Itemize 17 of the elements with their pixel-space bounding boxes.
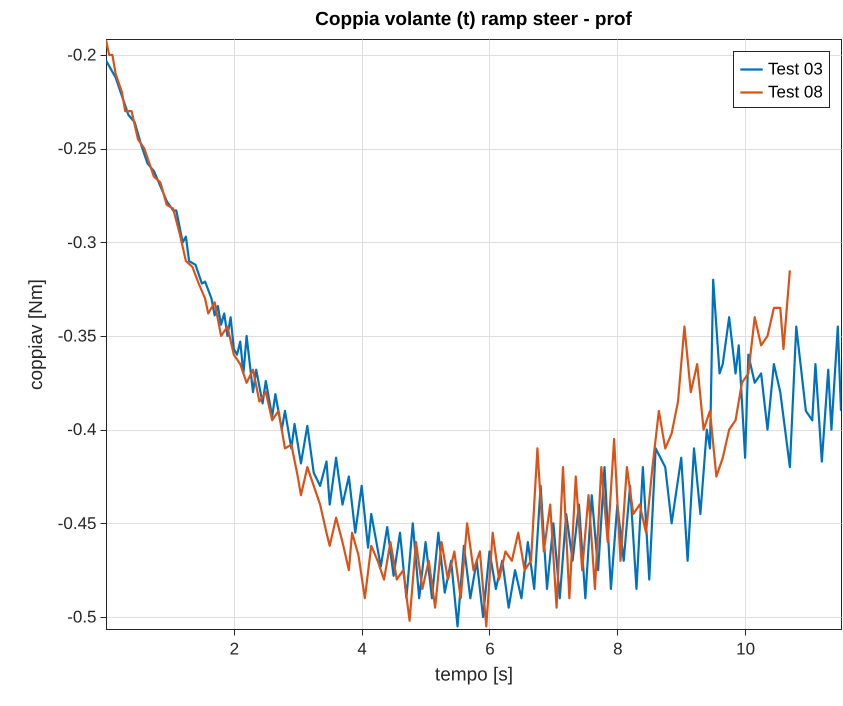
x-tick-label: 8 [613, 640, 623, 658]
y-tick-label: -0.25 [58, 139, 96, 158]
x-tick-label: 10 [736, 640, 756, 658]
x-axis-title: tempo [s] [434, 664, 514, 686]
chart-title: Coppia volante (t) ramp steer - prof [315, 9, 633, 30]
legend-label: Test 03 [768, 60, 823, 78]
y-tick-label: -0.4 [67, 420, 96, 440]
x-tick-label: 6 [485, 640, 495, 658]
y-tick-label: -0.3 [67, 232, 96, 252]
x-tick-label: 2 [230, 640, 240, 658]
legend-label: Test 08 [768, 82, 823, 102]
y-tick-label: -0.45 [58, 514, 96, 533]
x-tick-label: 4 [357, 640, 367, 658]
y-tick-label: -0.5 [67, 608, 96, 627]
y-axis-title: coppiav [Nm] [26, 279, 47, 390]
y-tick-label: -0.2 [67, 45, 96, 64]
y-tick-label: -0.35 [58, 326, 96, 346]
